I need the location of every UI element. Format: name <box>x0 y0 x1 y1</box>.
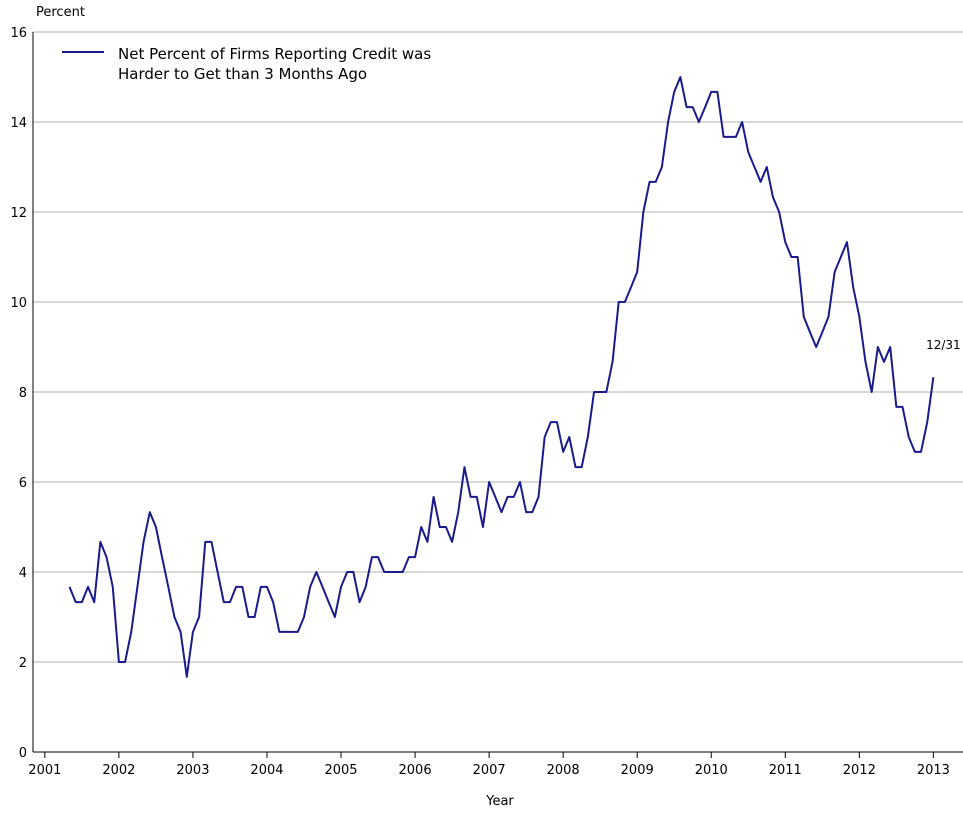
x-tick-label: 2008 <box>547 763 580 778</box>
y-tick-label: 8 <box>19 386 27 401</box>
y-tick-label: 16 <box>10 26 27 41</box>
data-line <box>68 76 935 678</box>
x-tick-label: 2007 <box>473 763 506 778</box>
y-tick-label: 2 <box>19 656 27 671</box>
x-tick-label: 2006 <box>399 763 432 778</box>
x-tick-label: 2012 <box>843 763 876 778</box>
x-axis-label: Year <box>485 794 514 809</box>
x-tick-label: 2003 <box>176 763 209 778</box>
x-tick-label: 2009 <box>621 763 654 778</box>
x-tick-label: 2011 <box>769 763 802 778</box>
legend-label: Net Percent of Firms Reporting Credit wa… <box>118 45 432 83</box>
y-tick-label: 14 <box>10 116 27 131</box>
annotation: 12/31 <box>926 338 961 352</box>
y-tick-label: 12 <box>10 206 27 221</box>
y-tick-label: 10 <box>10 296 27 311</box>
x-tick-label: 2013 <box>917 763 950 778</box>
y-tick-label: 4 <box>19 566 27 581</box>
x-tick-label: 2004 <box>250 763 283 778</box>
y-tick-label: 0 <box>19 746 27 761</box>
x-tick-label: 2010 <box>695 763 728 778</box>
x-tick-label: 2001 <box>28 763 61 778</box>
x-tick-label: 2002 <box>102 763 135 778</box>
y-tick-label: 6 <box>19 476 27 491</box>
y-axis-label: Percent <box>36 5 85 20</box>
x-tick-label: 2005 <box>324 763 357 778</box>
